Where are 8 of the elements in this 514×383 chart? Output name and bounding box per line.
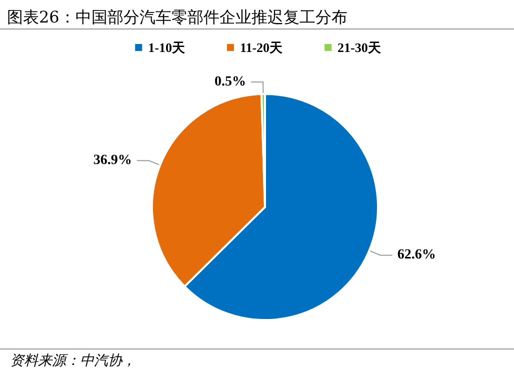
chart-title: 图表26：中国部分汽车零部件企业推迟复工分布 bbox=[7, 8, 348, 26]
data-label: 0.5% bbox=[214, 74, 246, 90]
data-label: 36.9% bbox=[93, 153, 132, 168]
text: 资料来源：中汽协， bbox=[10, 353, 136, 369]
data-label: 62.6% bbox=[397, 248, 436, 263]
legend-label: 11-20天 bbox=[240, 40, 284, 55]
legend-label: 21-30天 bbox=[338, 40, 382, 55]
legend-label: 1-10天 bbox=[148, 40, 186, 55]
